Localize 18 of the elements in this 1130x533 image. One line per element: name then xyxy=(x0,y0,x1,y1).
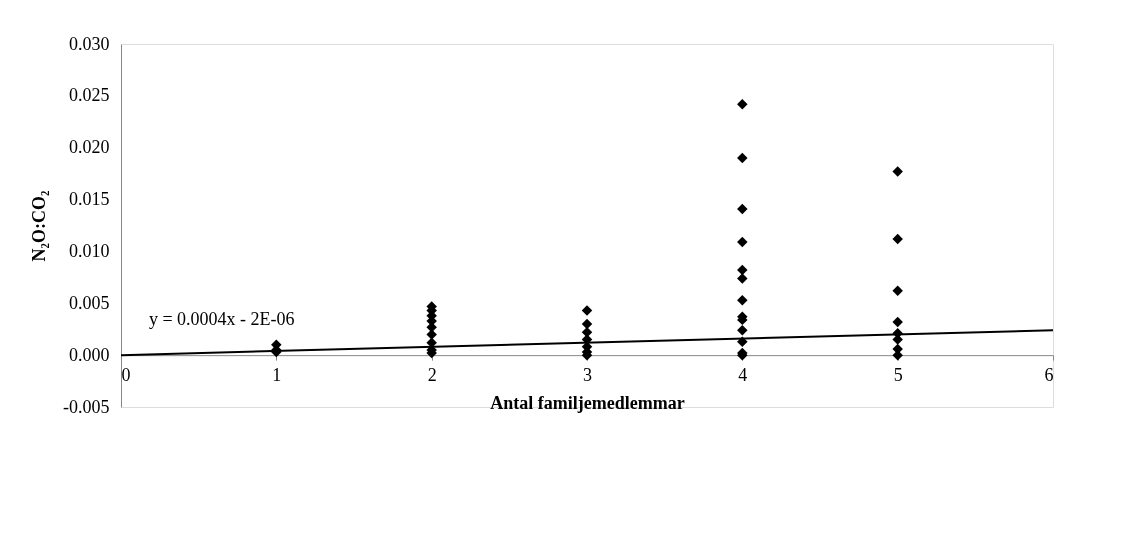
x-tick-label: 1 xyxy=(272,364,282,385)
y-tick-label: 0.005 xyxy=(69,292,110,313)
y-tick-label: 0.020 xyxy=(69,137,110,158)
y-tick-label: 0.025 xyxy=(69,85,110,106)
y-tick-label: 0.010 xyxy=(69,240,110,261)
y-tick-label: 0.000 xyxy=(69,344,110,365)
y-tick-label: -0.005 xyxy=(63,396,110,417)
annotation: y = 0.0004x - 2E-06 xyxy=(148,308,295,329)
x-tick-label: 0 xyxy=(121,364,131,385)
x-tick-label: 6 xyxy=(1044,364,1054,385)
x-tick-label: 2 xyxy=(427,364,437,385)
y-tick-label: 0.030 xyxy=(69,33,110,54)
x-tick-label: 5 xyxy=(893,364,903,385)
x-tick-label: 3 xyxy=(583,364,592,385)
y-axis-title: N₂O:CO₂ xyxy=(29,190,50,262)
x-axis-title: Antal familjemedlemmar xyxy=(490,392,685,413)
x-tick-label: 4 xyxy=(738,364,748,385)
y-tick-label: 0.015 xyxy=(69,189,110,210)
